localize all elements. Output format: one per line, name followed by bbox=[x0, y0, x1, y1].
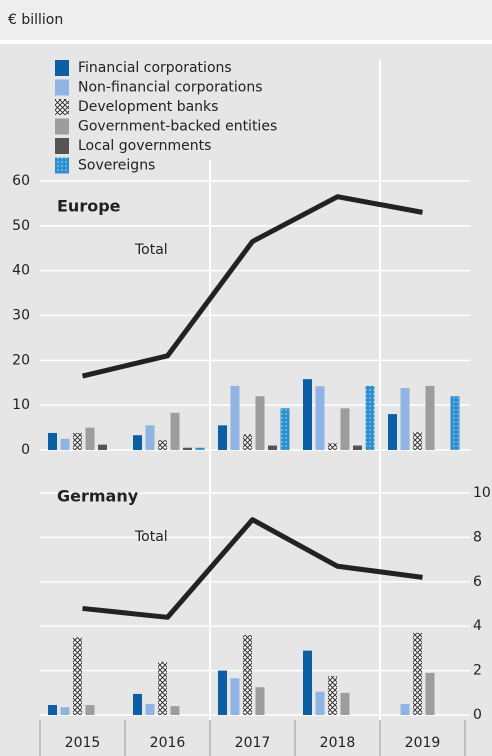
bar bbox=[73, 637, 82, 715]
bar bbox=[400, 388, 410, 450]
bar bbox=[60, 438, 70, 450]
bar bbox=[400, 703, 410, 715]
bar bbox=[268, 445, 277, 450]
y-tick-label: 50 bbox=[12, 218, 30, 234]
y-tick-label: 60 bbox=[12, 173, 30, 189]
panel-title: Germany bbox=[57, 487, 139, 506]
bar bbox=[450, 396, 460, 450]
bar bbox=[388, 414, 397, 450]
bar bbox=[230, 678, 240, 715]
y-tick-label: 10 bbox=[12, 397, 30, 413]
bar bbox=[365, 385, 375, 450]
bar bbox=[158, 661, 167, 715]
y2-tick-label: 4 bbox=[473, 618, 482, 634]
bar bbox=[158, 440, 167, 450]
total-label: Total bbox=[134, 242, 168, 258]
y2-tick-label: 8 bbox=[473, 529, 482, 545]
legend-label: Development banks bbox=[78, 99, 218, 115]
bar bbox=[243, 635, 252, 715]
legend-swatch bbox=[55, 99, 69, 115]
x-tick-label: 2019 bbox=[405, 735, 441, 751]
total-line bbox=[82, 517, 423, 620]
bar bbox=[315, 386, 325, 450]
y-tick-label: 0 bbox=[21, 442, 30, 458]
y-tick-label: 40 bbox=[12, 263, 30, 279]
header-bg bbox=[0, 0, 492, 40]
bar bbox=[425, 672, 435, 715]
bar bbox=[328, 676, 337, 715]
bar bbox=[98, 444, 107, 450]
legend-label: Government-backed entities bbox=[78, 119, 277, 135]
bar bbox=[60, 707, 70, 715]
bar bbox=[48, 705, 57, 715]
y2-tick-label: 6 bbox=[473, 574, 482, 590]
bar bbox=[425, 385, 435, 450]
x-tick-label: 2017 bbox=[235, 735, 271, 751]
bar bbox=[85, 427, 95, 450]
y2-tick-label: 10 bbox=[473, 485, 491, 501]
bar bbox=[315, 691, 325, 715]
bar bbox=[145, 703, 155, 715]
y2-tick-label: 0 bbox=[473, 707, 482, 723]
bar bbox=[413, 632, 422, 715]
bar bbox=[280, 408, 290, 450]
bar bbox=[85, 705, 95, 715]
bar bbox=[328, 443, 337, 450]
legend-label: Local governments bbox=[78, 138, 211, 154]
bar bbox=[170, 412, 180, 450]
axis-bg bbox=[0, 720, 492, 756]
unit-label: € billion bbox=[8, 12, 63, 28]
bar bbox=[230, 385, 240, 450]
bar bbox=[303, 650, 312, 715]
bar bbox=[255, 396, 265, 450]
legend-swatch bbox=[55, 60, 69, 76]
total-line bbox=[81, 194, 423, 379]
x-tick-label: 2015 bbox=[65, 735, 101, 751]
legend-swatch bbox=[55, 118, 69, 135]
panel-title: Europe bbox=[57, 197, 121, 216]
y-tick-label: 20 bbox=[12, 352, 30, 368]
y2-tick-label: 2 bbox=[473, 663, 482, 679]
legend-swatch bbox=[55, 79, 69, 96]
bar bbox=[133, 693, 142, 715]
plot-bg bbox=[0, 44, 492, 720]
x-tick-label: 2018 bbox=[320, 735, 356, 751]
legend-swatch bbox=[55, 157, 69, 174]
bar bbox=[183, 447, 192, 450]
legend-label: Financial corporations bbox=[78, 60, 232, 76]
bar bbox=[340, 408, 350, 450]
bar bbox=[170, 706, 180, 715]
bar bbox=[303, 379, 312, 450]
bar bbox=[133, 435, 142, 450]
bar bbox=[195, 447, 205, 450]
legend-label: Sovereigns bbox=[78, 158, 155, 174]
x-tick-label: 2016 bbox=[150, 735, 186, 751]
legend-swatch bbox=[55, 138, 69, 154]
bar bbox=[353, 445, 362, 450]
bar bbox=[255, 687, 265, 715]
bar bbox=[413, 432, 422, 450]
bar bbox=[48, 432, 57, 450]
bar bbox=[218, 670, 227, 715]
bar bbox=[340, 692, 350, 715]
legend-label: Non-financial corporations bbox=[78, 80, 263, 96]
bar bbox=[73, 432, 82, 450]
total-label: Total bbox=[134, 529, 168, 545]
bar bbox=[145, 425, 155, 450]
y-tick-label: 30 bbox=[12, 308, 30, 324]
bar bbox=[218, 425, 227, 450]
bar bbox=[243, 434, 252, 450]
